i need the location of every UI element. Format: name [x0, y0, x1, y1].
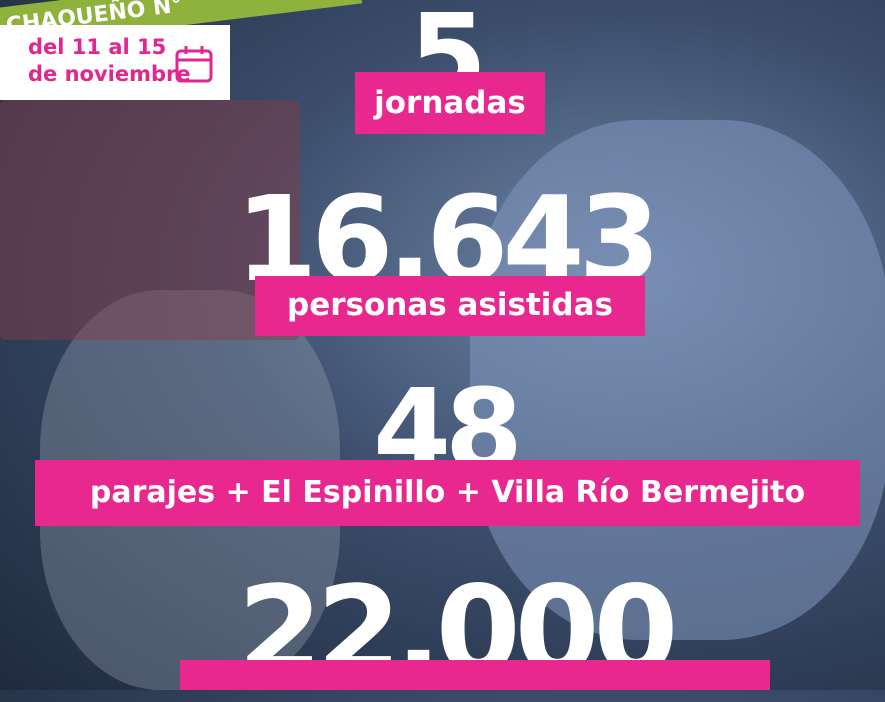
stat-label: personas asistidas — [255, 276, 645, 336]
date-line: del 11 al 15 — [28, 35, 167, 59]
date-box: del 11 al 15 de noviembre — [0, 25, 230, 100]
photo-bg — [0, 100, 300, 340]
photo-bg — [470, 120, 885, 640]
stat-label-box — [180, 660, 770, 690]
stat-label: jornadas — [355, 72, 545, 134]
stat-label: parajes + El Espinillo + Villa Río Berme… — [35, 460, 860, 526]
date-line: de noviembre — [28, 62, 191, 86]
calendar-icon — [175, 46, 213, 83]
